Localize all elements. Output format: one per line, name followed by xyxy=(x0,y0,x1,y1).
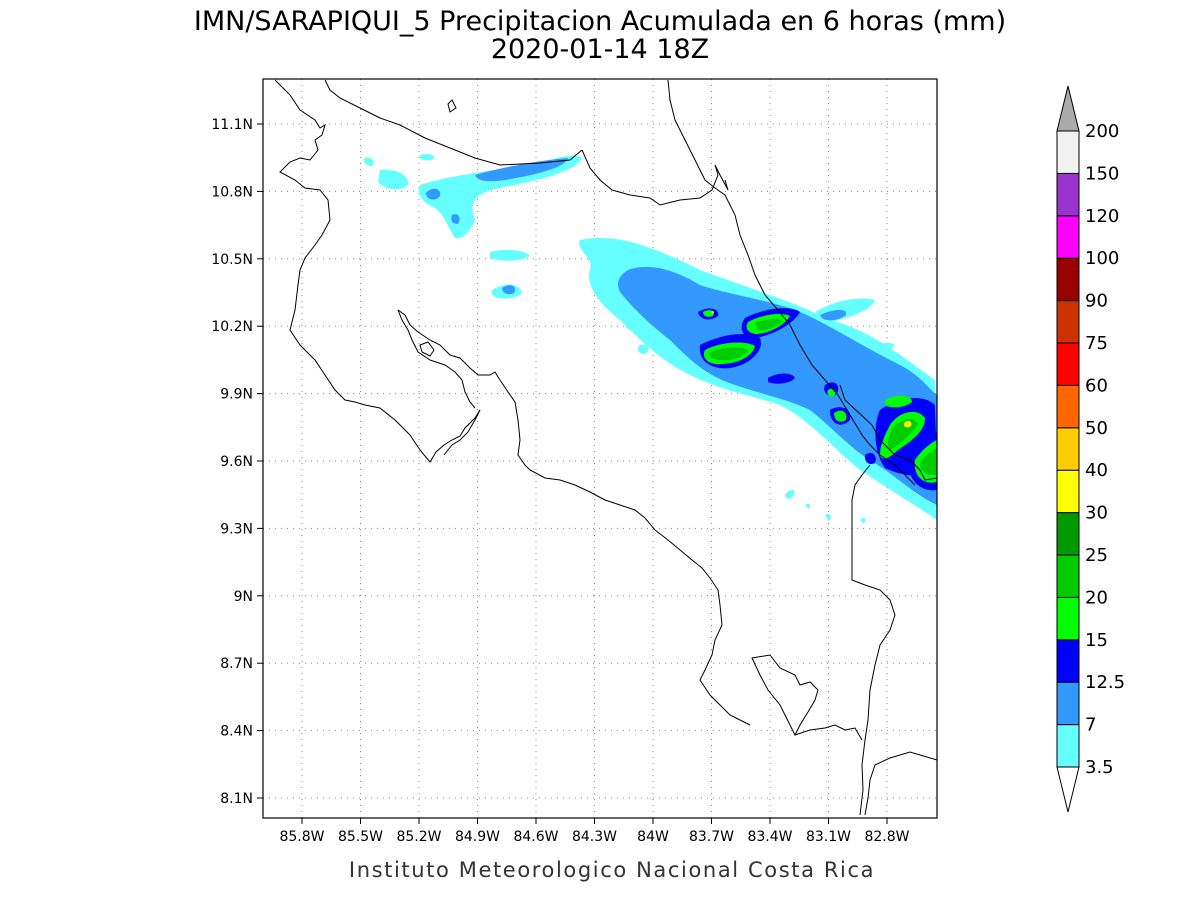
colorbar-level-label: 20 xyxy=(1085,587,1108,608)
northern-border-line xyxy=(274,79,481,463)
colorbar-segment xyxy=(1056,724,1080,768)
colorbar-segment xyxy=(1056,130,1080,174)
lat-tick-label: 10.5N xyxy=(211,252,253,268)
lon-tick-label: 83.7W xyxy=(689,829,734,845)
colorbar-level-label: 15 xyxy=(1085,630,1108,651)
lat-tick-label: 9.9N xyxy=(220,387,253,403)
colorbar-segment xyxy=(1056,681,1080,726)
map-frame-border xyxy=(262,78,938,819)
lon-tick-label: 83.1W xyxy=(806,829,851,845)
caribbean-coastline xyxy=(667,79,916,486)
coastline-and-borders xyxy=(274,79,937,816)
lat-tick-label: 9N xyxy=(234,589,253,605)
bocas-del-toro-coast xyxy=(864,751,937,816)
footer-credit: Instituto Meteorologico Nacional Costa R… xyxy=(349,858,875,882)
lon-tick-label: 82.8W xyxy=(864,829,909,845)
lon-tick-label: 85.8W xyxy=(279,829,324,845)
southern-panama-border xyxy=(851,464,896,816)
colorbar-level-label: 3.5 xyxy=(1085,757,1114,778)
panama-border-line xyxy=(839,384,937,481)
precip-band-7 xyxy=(426,158,937,505)
lon-tick-label: 84.6W xyxy=(513,829,558,845)
nicoya-peninsula-coast xyxy=(443,409,481,456)
colorbar-level-label: 40 xyxy=(1085,460,1108,481)
lat-tick-label: 11.1N xyxy=(211,117,253,133)
map-title-line1: IMN/SARAPIQUI_5 Precipitacion Acumulada … xyxy=(194,6,1006,37)
lat-tick-label: 8.1N xyxy=(220,791,253,807)
lon-tick-label: 84W xyxy=(637,829,669,845)
longitude-labels: 85.8W 85.5W 85.2W 84.9W 84.6W 84.3W 84W 83.7W 83… xyxy=(279,818,910,845)
precipitation-field xyxy=(363,153,937,524)
colorbar-level-label: 150 xyxy=(1085,163,1119,184)
colorbar-under-triangle xyxy=(1056,766,1080,813)
map-area: 11.1N 10.8N 10.5N 10.2N 9.9N 9.6N 9.3N 9N 8.7N 8.… xyxy=(211,78,938,845)
lat-tick-label: 8.7N xyxy=(220,656,253,672)
colorbar-segment xyxy=(1056,215,1080,259)
colorbar-level-label: 200 xyxy=(1085,121,1119,142)
lon-tick-label: 83.4W xyxy=(747,829,792,845)
colorbar-level-label: 25 xyxy=(1085,545,1108,566)
lat-tick-label: 8.4N xyxy=(220,724,253,740)
colorbar-segment xyxy=(1056,172,1080,217)
colorbar-level-label: 100 xyxy=(1085,248,1119,269)
precip-band-20 xyxy=(709,318,937,476)
latitude-labels: 11.1N 10.8N 10.5N 10.2N 9.9N 9.6N 9.3N 9N 8.7N 8.… xyxy=(211,117,263,807)
colorbar: 3.5 7 12.5 15 20 25 30 40 50 60 75 90 100 120 150 200 xyxy=(1056,85,1125,813)
colorbar-segment xyxy=(1056,427,1080,471)
colorbar-over-triangle xyxy=(1056,85,1080,132)
colorbar-level-label: 60 xyxy=(1085,375,1108,396)
colorbar-level-label: 75 xyxy=(1085,333,1108,354)
lat-tick-label: 9.6N xyxy=(220,454,253,470)
gulf-of-nicoya-island xyxy=(419,341,435,357)
colorbar-segment xyxy=(1056,342,1080,386)
colorbar-level-label: 90 xyxy=(1085,291,1108,312)
colorbar-level-label: 50 xyxy=(1085,418,1108,439)
map-frame-background xyxy=(263,79,937,818)
colorbar-segment xyxy=(1056,512,1080,556)
lat-tick-label: 10.2N xyxy=(211,319,253,335)
nicoya-inner-coast xyxy=(397,309,476,409)
colorbar-segment xyxy=(1056,639,1080,683)
colorbar-segment xyxy=(1056,384,1080,429)
lon-tick-label: 84.9W xyxy=(455,829,500,845)
nicaragua-river-border xyxy=(581,149,729,206)
lon-tick-label: 85.5W xyxy=(338,829,383,845)
colorbar-segment xyxy=(1056,300,1080,344)
osa-peninsula-coast xyxy=(751,654,819,737)
map-title-line2: 2020-01-14 18Z xyxy=(491,34,709,65)
precip-band-30 xyxy=(711,311,912,428)
colorbar-segment xyxy=(1056,596,1080,641)
colorbar-level-label: 7 xyxy=(1085,715,1096,736)
colorbar-segment xyxy=(1056,554,1080,598)
lat-tick-label: 10.8N xyxy=(211,184,253,200)
lon-tick-label: 84.3W xyxy=(572,829,617,845)
colorbar-level-label: 120 xyxy=(1085,206,1119,227)
lon-tick-label: 85.2W xyxy=(396,829,441,845)
pacific-coastline xyxy=(397,309,751,726)
lat-tick-label: 9.3N xyxy=(220,521,253,537)
colorbar-level-label: 30 xyxy=(1085,503,1108,524)
colorbar-segment xyxy=(1056,257,1080,302)
colorbar-segment xyxy=(1056,469,1080,514)
colorbar-level-label: 12.5 xyxy=(1085,672,1125,693)
lake-shoreline xyxy=(324,79,583,166)
northern-island xyxy=(447,99,457,113)
golfo-dulce-coast xyxy=(794,724,863,741)
